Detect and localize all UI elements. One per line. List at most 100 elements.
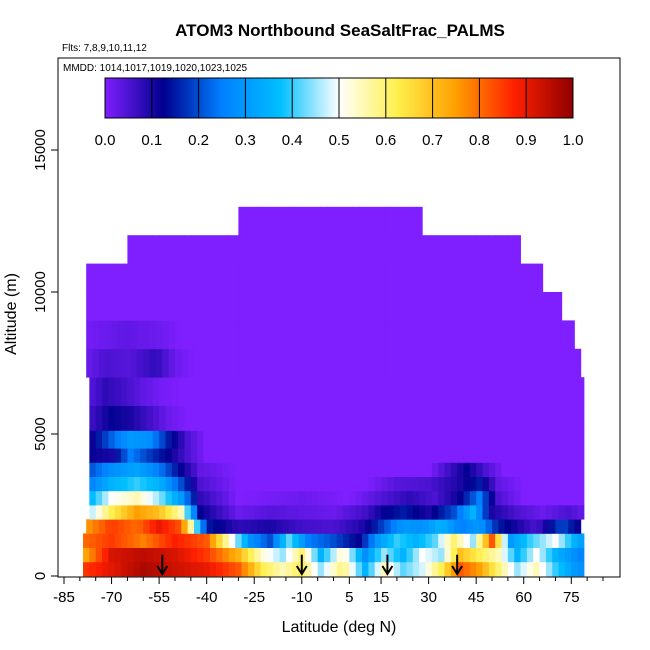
heatmap-cell (355, 462, 363, 477)
x-tick-label: 30 (420, 589, 437, 606)
heatmap-cell (203, 448, 211, 463)
heatmap-cell (133, 476, 141, 492)
heatmap-cell (241, 547, 249, 563)
heatmap-cell (403, 263, 410, 293)
heatmap-cell (400, 476, 407, 492)
heatmap-cell (488, 561, 496, 577)
heatmap-cell (368, 547, 376, 563)
heatmap-cell (406, 476, 414, 492)
heatmap-cell (482, 405, 490, 431)
heatmap-cell (184, 235, 192, 264)
heatmap-cell (162, 320, 170, 350)
heatmap-cell (419, 448, 426, 463)
heatmap-cell (476, 561, 483, 577)
heatmap-cell (320, 348, 328, 378)
heatmap-cell (174, 263, 182, 293)
heatmap-cell (314, 320, 322, 350)
heatmap-cell (102, 490, 109, 506)
heatmap-cell (241, 505, 249, 520)
heatmap-cell (285, 462, 293, 477)
heatmap-cell (295, 263, 303, 293)
heatmap-cell (304, 430, 312, 449)
heatmap-cell (197, 235, 204, 264)
heatmap-cell (352, 519, 360, 534)
heatmap-cell (463, 448, 471, 463)
heatmap-cell (105, 263, 112, 293)
heatmap-cell (279, 377, 287, 406)
heatmap-cell (225, 263, 233, 293)
heatmap-cell (251, 519, 258, 534)
colorbar-tick-label: 0.7 (422, 132, 443, 149)
heatmap-cell (336, 561, 344, 577)
heatmap-cell (564, 377, 572, 406)
heatmap-cell (244, 519, 252, 534)
heatmap-cell (330, 405, 338, 431)
heatmap-cell (228, 476, 236, 492)
flight-arrow-head (295, 565, 308, 576)
heatmap-cell (428, 292, 436, 321)
heatmap-cell (251, 320, 258, 350)
heatmap-cell (298, 505, 306, 520)
heatmap-cell (273, 430, 280, 449)
heatmap-cell (539, 490, 547, 506)
heatmap-cell (403, 519, 410, 534)
heatmap-cell (349, 476, 357, 492)
heatmap-cell (133, 505, 141, 520)
heatmap-cell (92, 292, 100, 321)
heatmap-cell (254, 547, 261, 563)
heatmap-cell (523, 519, 531, 534)
heatmap-cell (460, 348, 468, 378)
heatmap-cell (276, 320, 284, 350)
heatmap-cell (140, 561, 147, 577)
heatmap-cell (257, 206, 265, 236)
heatmap-cell (390, 263, 398, 293)
heatmap-cell (89, 462, 97, 477)
heatmap-cell (555, 519, 563, 534)
heatmap-cell (400, 561, 407, 577)
heatmap-cell (412, 235, 420, 264)
heatmap-cell (422, 263, 430, 293)
heatmap-cell (178, 430, 185, 449)
heatmap-cell (209, 235, 217, 264)
heatmap-cell (308, 292, 315, 321)
heatmap-cell (178, 561, 185, 577)
heatmap-cell (444, 490, 452, 506)
heatmap-cell (463, 430, 471, 449)
heatmap-cell (124, 348, 131, 378)
heatmap-cell (577, 462, 585, 477)
heatmap-cell (460, 292, 468, 321)
heatmap-cell (289, 206, 296, 236)
heatmap-cell (415, 206, 423, 236)
heatmap-cell (387, 430, 395, 449)
heatmap-cell (266, 462, 274, 477)
heatmap-cell (482, 547, 490, 563)
heatmap-cell (396, 348, 404, 378)
heatmap-cell (276, 348, 284, 378)
heatmap-cell (320, 263, 328, 293)
heatmap-cell (514, 490, 521, 506)
heatmap-cell (317, 448, 325, 463)
heatmap-cell (200, 348, 208, 378)
heatmap-cell (377, 206, 385, 236)
heatmap-cell (393, 505, 401, 520)
heatmap-cell (365, 519, 372, 534)
heatmap-cell (193, 320, 201, 350)
heatmap-cell (108, 547, 116, 563)
heatmap-cell (466, 348, 474, 378)
heatmap-cell (168, 263, 176, 293)
heatmap-cell (140, 448, 147, 463)
heatmap-cell (343, 448, 350, 463)
heatmap-cell (330, 490, 338, 506)
heatmap-cell (412, 405, 420, 431)
heatmap-cell (526, 547, 534, 563)
heatmap-cell (121, 448, 128, 463)
heatmap-cell (574, 519, 582, 534)
heatmap-cell (539, 405, 547, 431)
heatmap-cell (174, 348, 182, 378)
heatmap-cell (463, 547, 471, 563)
heatmap-cell (121, 547, 128, 563)
heatmap-cell (92, 348, 100, 378)
heatmap-cell (469, 235, 477, 264)
heatmap-cell (476, 490, 483, 506)
heatmap-cell (482, 448, 490, 463)
